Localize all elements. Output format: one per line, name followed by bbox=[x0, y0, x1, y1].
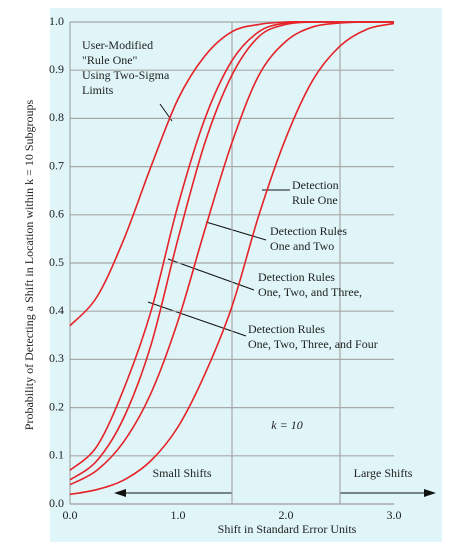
curve-label: One and Two bbox=[270, 239, 334, 253]
y-tick-label: 0.0 bbox=[49, 496, 64, 510]
x-axis-title: Shift in Standard Error Units bbox=[218, 522, 357, 536]
leader-line bbox=[147, 301, 247, 337]
curve-label: Detection Rules bbox=[258, 270, 335, 284]
curve bbox=[69, 21, 394, 481]
curve-label: One, Two, Three, and Four bbox=[248, 337, 378, 351]
y-tick-label: 0.9 bbox=[49, 62, 64, 76]
curve bbox=[69, 21, 395, 486]
annotation: Small Shifts bbox=[152, 466, 211, 480]
curve bbox=[69, 22, 395, 496]
x-tick-label: 1.0 bbox=[171, 508, 186, 522]
y-tick-label: 0.8 bbox=[49, 110, 64, 124]
y-tick-label: 0.4 bbox=[49, 303, 64, 317]
y-tick-label: 0.5 bbox=[49, 255, 64, 269]
curve-label: Detection bbox=[292, 178, 339, 192]
leader-line bbox=[205, 221, 267, 241]
x-tick-label: 2.0 bbox=[279, 508, 294, 522]
arrow-head bbox=[114, 489, 126, 497]
x-tick-label: 0.0 bbox=[63, 508, 78, 522]
arrow-head bbox=[424, 489, 436, 497]
curve-label: Rule One bbox=[292, 193, 338, 207]
leader-line bbox=[167, 258, 255, 291]
y-tick-label: 0.6 bbox=[49, 207, 64, 221]
annotation: k = 10 bbox=[271, 418, 302, 432]
curve-label: Detection Rules bbox=[248, 322, 325, 336]
curve-label: Detection Rules bbox=[270, 224, 347, 238]
y-tick-label: 0.2 bbox=[49, 399, 64, 413]
curve-label: One, Two, and Three, bbox=[258, 285, 362, 299]
curve-label: Limits bbox=[82, 83, 114, 97]
curve-label: Using Two-Sigma bbox=[82, 68, 170, 82]
curve-label: "Rule One" bbox=[82, 53, 138, 67]
y-tick-label: 1.0 bbox=[49, 14, 64, 28]
annotation: Large Shifts bbox=[354, 466, 413, 480]
y-tick-label: 0.7 bbox=[49, 158, 64, 172]
x-tick-label: 3.0 bbox=[387, 508, 402, 522]
y-axis-title: Probability of Detecting a Shift in Loca… bbox=[22, 99, 36, 430]
y-tick-label: 0.1 bbox=[49, 448, 64, 462]
y-tick-label: 0.3 bbox=[49, 351, 64, 365]
curve-label: User-Modified bbox=[82, 38, 153, 52]
